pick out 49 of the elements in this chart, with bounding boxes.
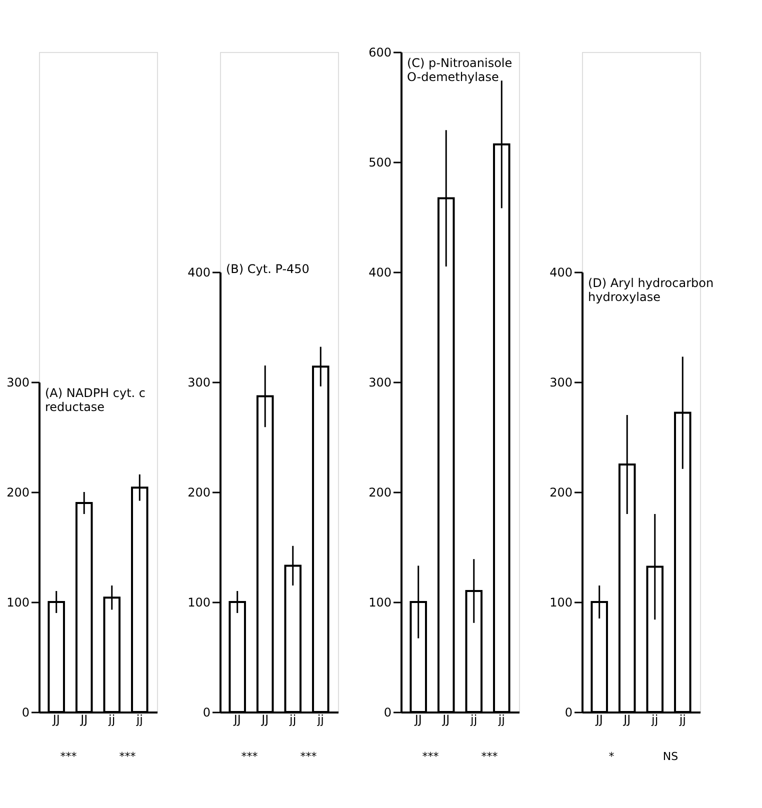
text: ***	[422, 750, 440, 763]
text: NS	[662, 750, 678, 763]
text: *	[608, 750, 615, 763]
x-tick-label: jj	[650, 712, 658, 726]
y-tick-label: 0	[202, 706, 210, 720]
y-tick-label: 300	[6, 376, 30, 390]
x-tick-label: JJ	[622, 712, 631, 726]
x-tick-label: jj	[470, 712, 478, 726]
text: ***	[60, 750, 78, 763]
x-tick-label: jj	[316, 712, 324, 726]
text: ***	[119, 750, 136, 763]
y-tick-label: 100	[550, 596, 572, 610]
y-tick-label: 300	[188, 376, 210, 390]
y-tick-label: 200	[6, 486, 30, 500]
y-tick-label: 400	[368, 266, 392, 280]
text: (A) NADPH cyt. c reductase	[45, 386, 146, 414]
y-tick-label: 400	[550, 266, 572, 280]
text: ***	[481, 750, 498, 763]
y-tick-label: 400	[188, 266, 210, 280]
x-tick-label: jj	[135, 712, 143, 726]
x-tick-label: JJ	[442, 712, 450, 726]
text: ***	[300, 750, 318, 763]
y-tick-label: 200	[188, 486, 210, 500]
x-tick-label: JJ	[80, 712, 88, 726]
y-tick-label: 100	[6, 596, 30, 610]
y-tick-label: 300	[550, 376, 572, 390]
y-tick-label: 100	[368, 596, 392, 610]
chart-title: (B) Cyt. P-450	[226, 262, 310, 276]
x-tick-label: jj	[288, 712, 296, 726]
y-tick-label: 200	[368, 486, 392, 500]
x-tick-label: jj	[678, 712, 686, 726]
x-tick-label: JJ	[260, 712, 269, 726]
y-tick-label: 100	[188, 596, 210, 610]
text: ***	[241, 750, 258, 763]
text: (D) Aryl hydrocarbon hydroxylase	[588, 276, 714, 304]
y-tick-label: 600	[368, 46, 392, 60]
x-tick-label: JJ	[594, 712, 603, 726]
text: (C) p-Nitroanisole O-demethylase	[407, 56, 512, 84]
y-tick-label: 300	[368, 376, 392, 390]
x-tick-label: jj	[108, 712, 116, 726]
y-tick-label: 0	[384, 706, 392, 720]
x-tick-label: jj	[497, 712, 505, 726]
y-tick-label: 500	[368, 156, 392, 170]
y-tick-label: 200	[550, 486, 572, 500]
x-tick-label: JJ	[52, 712, 60, 726]
x-tick-label: JJ	[414, 712, 422, 726]
y-tick-label: 0	[564, 706, 572, 720]
x-tick-label: JJ	[232, 712, 241, 726]
y-tick-label: 0	[22, 706, 30, 720]
